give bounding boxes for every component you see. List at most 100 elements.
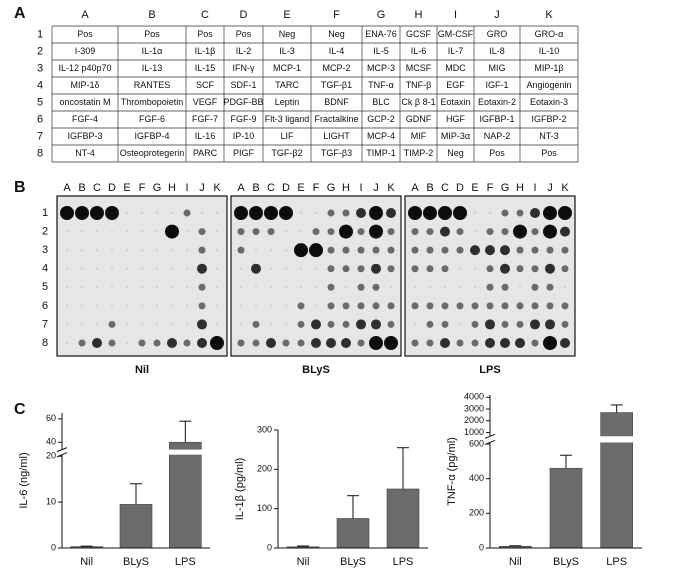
y-tick-label: 0 [479,542,484,552]
blot-spot [197,319,207,330]
blot-column-label: C [93,182,101,194]
blot-spot [387,265,395,273]
table-cell: GDNF [406,114,432,124]
table-cell: MIF [411,131,427,141]
table-cell: RANTES [134,80,171,90]
panel-label: B [14,179,26,196]
blot-spot [357,302,365,310]
blot-spot [215,323,219,326]
blot-column-label: F [487,182,494,194]
x-tick-label: LPS [175,556,196,568]
blot-spot [65,267,69,270]
table-cell: Neg [447,148,464,158]
blot-spot [558,206,572,220]
blot-spot [516,246,524,254]
blot-spot [543,206,557,220]
blot-spot [342,246,350,254]
table-cell: PARC [193,148,218,158]
blot-spot [344,286,348,289]
blot-row-label: 8 [42,337,48,349]
blot-spot [531,228,539,236]
blot-spot [125,267,129,270]
blot-spot [357,265,365,273]
y-tick-label: 10 [46,496,56,506]
blot-spot [458,286,462,289]
blot-spot [252,339,260,347]
blot-column-label: G [153,182,162,194]
blot-spot [170,248,174,252]
blot-spot [387,302,395,310]
bar [549,467,583,549]
bar [119,504,153,549]
table-cell: IL-10 [539,46,560,56]
blot-spot [501,320,509,328]
table-cell: MIP-1β [534,63,563,73]
blot-spot [357,339,365,347]
blot-spot [411,302,419,310]
blot-column-label: H [516,182,524,194]
blot-spot [387,320,395,328]
blot-spot [411,246,419,254]
row-number: 1 [37,28,43,40]
blot-column-label: I [185,182,188,194]
blot-column-label: D [282,182,290,194]
column-header: C [201,9,209,21]
blot-spot [530,208,540,218]
table-cell: TNF-β [406,80,432,90]
blot-spot [140,248,144,252]
column-header: E [283,9,290,21]
blot-spot [125,230,129,233]
blot-spot [441,265,449,273]
blot-spot [284,267,288,270]
blot-spot [371,263,381,274]
table-cell: TGF-β2 [271,148,302,158]
blot-spot [65,323,69,326]
blot-spot [458,267,462,270]
blot-label: BLyS [302,364,330,376]
blot-spot [153,339,161,347]
blot-spot [471,320,479,328]
blot-spot [215,211,219,215]
table-cell: GCP-2 [367,114,395,124]
blot-spot [140,267,144,270]
y-tick-label: 600 [469,438,484,448]
y-tick-label: 3000 [464,403,484,413]
blot-column-label: E [297,182,304,194]
blot-spot [269,304,273,308]
blot-spot [254,286,258,289]
blot-spot [185,248,189,252]
table-cell: LIGHT [323,131,350,141]
x-tick-label: LPS [393,556,414,568]
blot-spot [183,339,191,347]
x-tick-label: BLyS [553,556,579,568]
table-cell: MCP-1 [273,63,301,73]
blot-spot [327,209,335,217]
blot-spot [279,206,293,220]
table-cell: Thrombopoietin [121,97,184,107]
blot-spot [456,302,464,310]
blot-spot [486,302,494,310]
blot-row-label: 7 [42,318,48,330]
blot-spot [327,265,335,273]
table-cell: NAP-2 [484,131,511,141]
column-header: J [494,9,500,21]
blot-spot [198,302,206,310]
blot-spot [125,286,129,289]
blot-spot [125,304,129,308]
blot-column-label: G [501,182,510,194]
table-cell: IP-10 [233,131,255,141]
table-cell: IL-1α [142,46,163,56]
table-cell: IGFBP-4 [134,131,169,141]
blot-spot [545,319,555,330]
blot-spot [453,206,467,220]
blot-spot [110,248,114,252]
blot-column-label: B [78,182,85,194]
blot-spot [501,209,509,217]
row-number: 3 [37,62,43,74]
blot-spot [500,245,510,256]
blot-spot [92,338,102,348]
blot-column-label: J [199,182,205,194]
blot-spot [155,230,159,233]
column-header: H [415,9,423,21]
